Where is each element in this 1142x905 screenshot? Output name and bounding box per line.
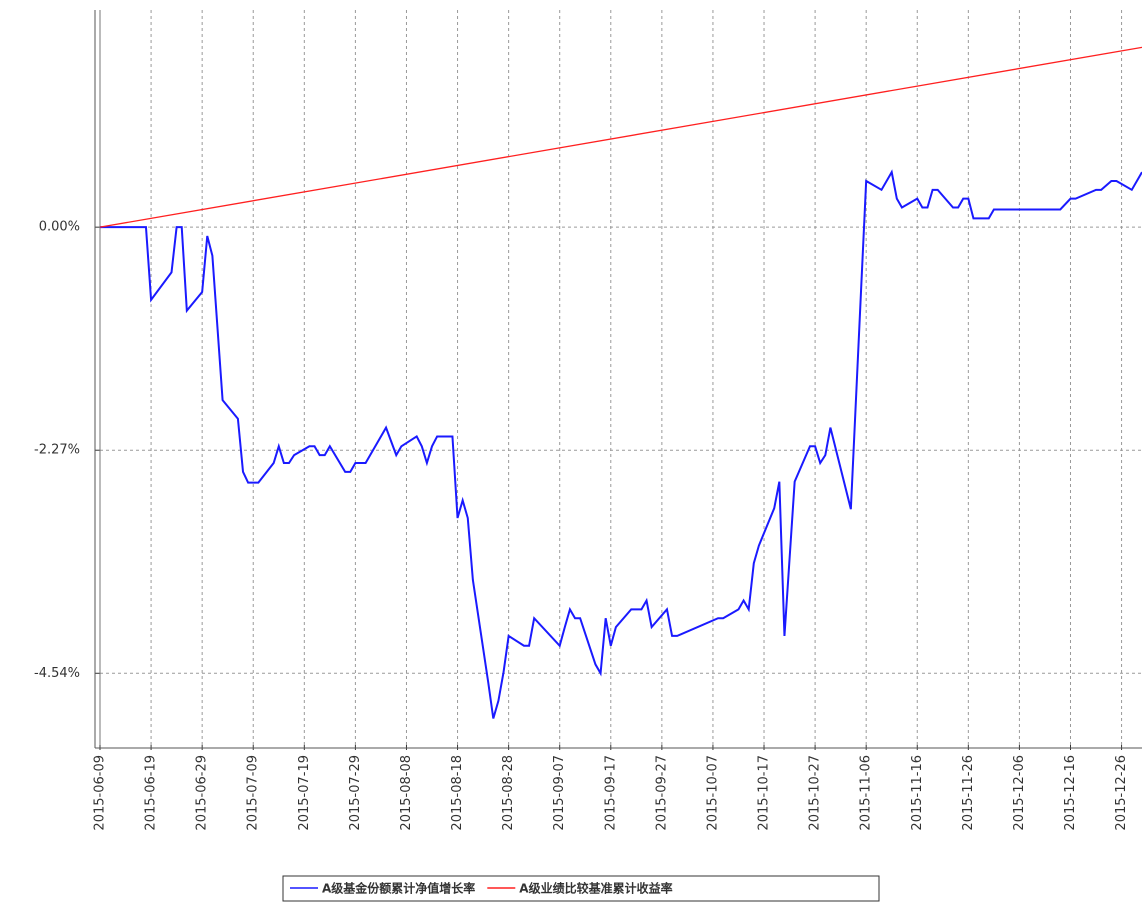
legend-box — [282, 875, 880, 902]
x-tick-label: 2015-07-09 — [246, 755, 261, 831]
y-tick-label: -4.54% — [34, 666, 80, 681]
y-tick-label: -2.27% — [34, 443, 80, 458]
x-tick-label: 2015-11-16 — [910, 755, 925, 831]
x-tick-label: 2015-10-27 — [808, 755, 823, 831]
x-tick-label: 2015-12-06 — [1012, 755, 1027, 831]
x-tick-label: 2015-06-19 — [144, 755, 159, 831]
series-line — [100, 169, 1142, 719]
x-tick-label: 2015-10-07 — [705, 755, 720, 831]
x-tick-label: 2015-08-18 — [450, 755, 465, 831]
x-tick-label: 2015-09-07 — [552, 755, 567, 831]
x-tick-label: 2015-07-19 — [297, 755, 312, 831]
x-tick-label: 2015-06-09 — [93, 755, 108, 831]
x-tick-label: 2015-09-17 — [603, 755, 618, 831]
legend-label: A级基金份额累计净值增长率 — [322, 881, 475, 896]
x-tick-label: 2015-08-08 — [399, 755, 414, 831]
x-tick-label: 2015-06-29 — [195, 755, 210, 831]
x-tick-label: 2015-07-29 — [348, 755, 363, 831]
series-line — [99, 46, 1142, 228]
x-tick-label: 2015-09-27 — [654, 755, 669, 831]
x-tick-label: 2015-08-28 — [501, 755, 516, 831]
x-tick-label: 2015-12-16 — [1063, 755, 1078, 831]
y-tick-label: 0.00% — [39, 220, 80, 235]
legend-label: A级业绩比较基准累计收益率 — [519, 881, 672, 896]
x-tick-label: 2015-11-26 — [961, 755, 976, 831]
x-tick-label: 2015-12-26 — [1114, 755, 1129, 831]
x-tick-label: 2015-11-06 — [859, 755, 874, 831]
x-tick-label: 2015-10-17 — [757, 755, 772, 831]
